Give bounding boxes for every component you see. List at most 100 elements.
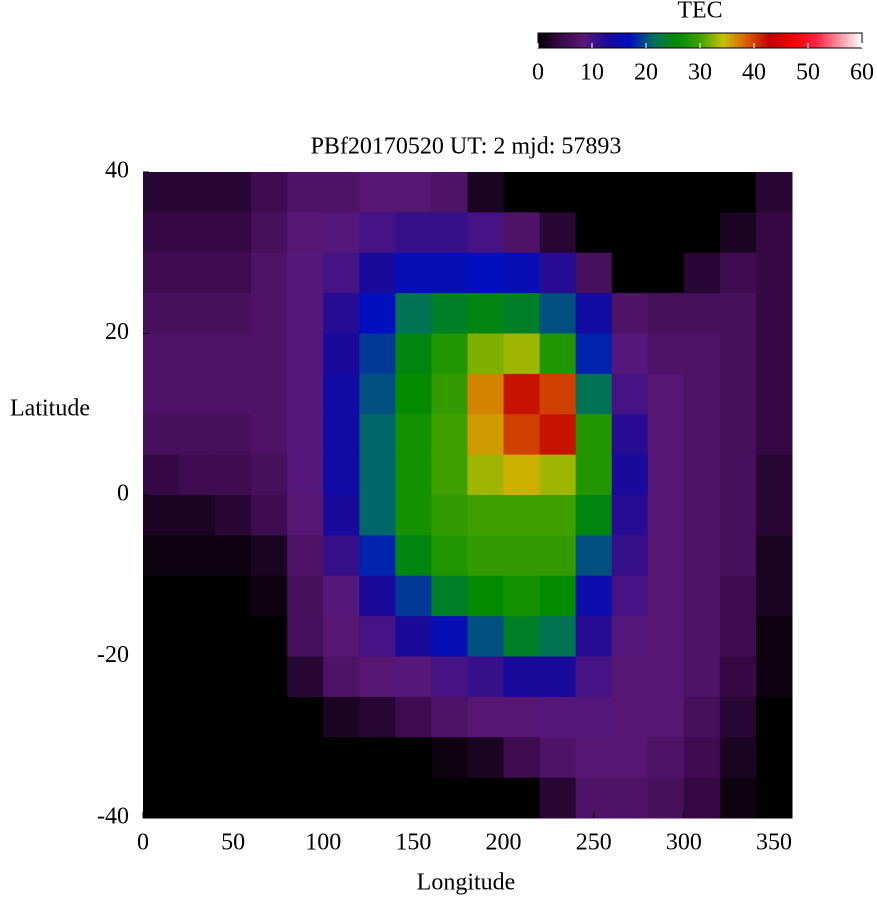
heat-cell bbox=[179, 293, 216, 334]
heat-cell bbox=[431, 172, 468, 213]
heat-cell bbox=[467, 696, 505, 738]
heat-cell bbox=[359, 696, 396, 738]
heat-cell bbox=[683, 737, 721, 779]
heat-cell bbox=[143, 373, 180, 415]
heat-cell bbox=[539, 656, 577, 698]
heat-cell bbox=[575, 616, 613, 657]
heat-cell bbox=[467, 656, 505, 698]
y-tick-label: -20 bbox=[97, 642, 129, 668]
heat-cell bbox=[539, 737, 577, 779]
heat-cell bbox=[359, 252, 396, 294]
heat-cell bbox=[467, 616, 505, 657]
heat-cell bbox=[683, 333, 721, 375]
heat-cell bbox=[215, 454, 252, 496]
x-tick-label: 50 bbox=[221, 830, 245, 856]
heatmap bbox=[143, 172, 793, 819]
heat-cell bbox=[287, 293, 324, 334]
colorbar-tick-label: 0 bbox=[532, 60, 544, 86]
heat-cell bbox=[287, 535, 324, 577]
heat-cell bbox=[755, 333, 793, 375]
heat-cell bbox=[755, 656, 793, 698]
heat-cell bbox=[431, 737, 468, 779]
heat-cell bbox=[755, 373, 793, 415]
heat-cell bbox=[683, 696, 721, 738]
heat-cell bbox=[431, 616, 468, 657]
heat-cell bbox=[539, 414, 577, 456]
heat-cell bbox=[503, 373, 541, 415]
heat-cell bbox=[323, 737, 360, 779]
heat-cell bbox=[431, 454, 468, 496]
heat-cell bbox=[179, 333, 216, 375]
heat-cell bbox=[575, 293, 613, 334]
y-tick-label: 40 bbox=[105, 158, 129, 184]
heat-cell bbox=[395, 454, 432, 496]
heat-cell bbox=[755, 212, 793, 254]
heat-cell bbox=[215, 495, 252, 536]
heat-cell bbox=[179, 252, 216, 294]
heat-cell bbox=[287, 656, 324, 698]
heat-cell bbox=[539, 495, 577, 536]
colorbar-tick-label: 40 bbox=[742, 60, 766, 86]
heat-cell bbox=[539, 333, 577, 375]
heat-cell bbox=[287, 252, 324, 294]
heat-cell bbox=[215, 373, 252, 415]
heat-cell bbox=[359, 172, 396, 213]
x-tick-label: 200 bbox=[486, 830, 522, 856]
heat-cell bbox=[287, 172, 324, 213]
heat-cell bbox=[215, 172, 252, 213]
heat-cell bbox=[611, 373, 649, 415]
heat-cell bbox=[719, 656, 757, 698]
heat-cell bbox=[503, 696, 541, 738]
heat-cell bbox=[179, 535, 216, 577]
heat-cell bbox=[611, 212, 649, 254]
heat-cell bbox=[395, 737, 432, 779]
heat-cell bbox=[395, 495, 432, 536]
heat-cell bbox=[611, 535, 649, 577]
heat-cell bbox=[539, 535, 577, 577]
heat-cell bbox=[431, 575, 468, 617]
heat-cell bbox=[323, 696, 360, 738]
heat-cell bbox=[395, 414, 432, 456]
heat-cell bbox=[647, 696, 685, 738]
heat-cell bbox=[251, 172, 288, 213]
heat-cell bbox=[431, 696, 468, 738]
heat-cell bbox=[215, 252, 252, 294]
heat-cell bbox=[575, 737, 613, 779]
heat-cell bbox=[251, 535, 288, 577]
heat-cell bbox=[359, 656, 396, 698]
heat-cell bbox=[251, 696, 288, 738]
heat-cell bbox=[251, 616, 288, 657]
heat-cell bbox=[575, 535, 613, 577]
heat-cell bbox=[431, 373, 468, 415]
heat-cell bbox=[683, 252, 721, 294]
heat-cell bbox=[647, 616, 685, 657]
heat-cell bbox=[323, 212, 360, 254]
heat-cell bbox=[431, 333, 468, 375]
heat-cell bbox=[215, 212, 252, 254]
heat-cell bbox=[719, 454, 757, 496]
colorbar-tick-label: 60 bbox=[850, 60, 874, 86]
heat-cell bbox=[287, 777, 324, 819]
heat-cell bbox=[179, 172, 216, 213]
heat-cell bbox=[143, 656, 180, 698]
heat-cell bbox=[467, 495, 505, 536]
heat-cell bbox=[755, 495, 793, 536]
heat-cell bbox=[575, 696, 613, 738]
heat-cell bbox=[215, 777, 252, 819]
heat-cell bbox=[611, 777, 649, 819]
heat-cell bbox=[503, 414, 541, 456]
heat-cell bbox=[647, 293, 685, 334]
heat-cell bbox=[287, 414, 324, 456]
heat-cell bbox=[431, 777, 468, 819]
heat-cell bbox=[575, 172, 613, 213]
x-tick-label: 300 bbox=[666, 830, 702, 856]
heat-cell bbox=[647, 333, 685, 375]
heat-cell bbox=[431, 252, 468, 294]
heat-cell bbox=[359, 535, 396, 577]
heat-cell bbox=[395, 373, 432, 415]
heat-cell bbox=[683, 616, 721, 657]
heat-cell bbox=[719, 252, 757, 294]
x-tick-label: 100 bbox=[305, 830, 341, 856]
heat-cell bbox=[719, 777, 757, 819]
heat-cell bbox=[395, 616, 432, 657]
